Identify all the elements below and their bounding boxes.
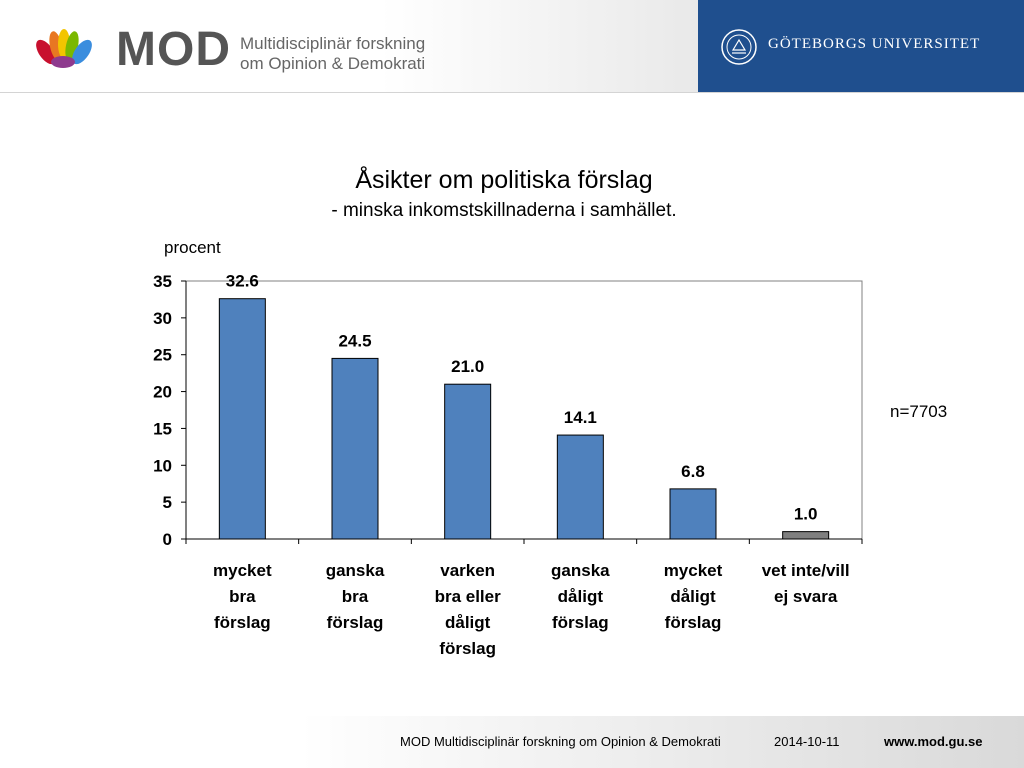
bar (331, 357, 379, 540)
x-category-label-line: förslag (665, 613, 722, 632)
x-category-label-line: förslag (439, 639, 496, 658)
bar-value-label: 21.0 (451, 357, 484, 376)
y-tick-label: 20 (153, 383, 172, 402)
x-category-label-line: förslag (214, 613, 271, 632)
footer-url[interactable]: www.mod.gu.se (884, 734, 983, 749)
footer-date: 2014-10-11 (774, 734, 840, 749)
plot-area (185, 280, 863, 540)
x-category-label-line: dåligt (558, 587, 604, 606)
university-banner: GÖTEBORGS UNIVERSITET (698, 0, 1024, 92)
bar (782, 531, 830, 540)
y-tick-label: 35 (153, 272, 172, 291)
x-category-label: vet inte/vill ej svara (762, 561, 850, 606)
x-category-label: ganska bra förslag (326, 561, 385, 632)
x-category-label-line: dåligt (445, 613, 491, 632)
y-tick-label: 25 (153, 346, 172, 365)
brand-name: MOD (116, 23, 231, 76)
y-tick-label: 15 (153, 419, 172, 438)
y-tick-label: 5 (163, 493, 172, 512)
x-category-label-line: förslag (552, 613, 609, 632)
y-axis-label: procent (164, 238, 221, 257)
university-name: GÖTEBORGS UNIVERSITET (768, 36, 981, 52)
x-category-label: mycket bra förslag (213, 561, 272, 632)
x-category-label: varken bra eller dåligt förslag (435, 561, 502, 658)
bar-value-label: 14.1 (564, 408, 597, 427)
bar-value-label: 32.6 (226, 272, 259, 291)
x-category-label-line: mycket (664, 561, 723, 580)
x-category-label-line: förslag (327, 613, 384, 632)
sample-size-label: n=7703 (890, 402, 948, 421)
bar (444, 383, 492, 540)
x-category-label-line: vet inte/vill (762, 561, 850, 580)
brand-subtitle-line1: Multidisciplinär forskning (240, 34, 426, 53)
bar (669, 488, 717, 540)
bar (218, 298, 266, 540)
brand-subtitle: Multidisciplinär forskning om Opinion & … (240, 34, 425, 74)
x-category-label: ganska dåligt förslag (551, 561, 610, 632)
x-category-label-line: dåligt (670, 587, 716, 606)
x-category-label-line: ganska (326, 561, 385, 580)
brand-subtitle-line2: om Opinion & Demokrati (240, 54, 426, 73)
x-category-label-line: bra (342, 587, 369, 606)
bar-value-label: 6.8 (681, 462, 705, 481)
x-category-label-line: varken (440, 561, 495, 580)
chart-subtitle: - minska inkomstskillnaderna i samhället… (331, 200, 677, 221)
header: MOD Multidisciplinär forskning om Opinio… (0, 0, 1024, 93)
x-category-label-line: ej svara (774, 587, 838, 606)
y-tick-label: 10 (153, 456, 172, 475)
footer-org: MOD Multidisciplinär forskning om Opinio… (400, 734, 721, 749)
x-category-label-line: bra (229, 587, 256, 606)
x-category-label-line: mycket (213, 561, 272, 580)
x-category-label-line: ganska (551, 561, 610, 580)
mod-flower-logo-icon (36, 29, 92, 68)
bar (556, 434, 604, 540)
university-seal-icon (721, 29, 757, 65)
bar-value-label: 24.5 (338, 331, 371, 350)
chart-title: Åsikter om politiska förslag (355, 166, 653, 194)
footer (0, 716, 1024, 768)
y-tick-label: 0 (163, 530, 172, 549)
x-category-label-line: bra eller (435, 587, 502, 606)
bar-value-label: 1.0 (794, 505, 818, 524)
y-tick-label: 30 (153, 309, 172, 328)
x-category-label: mycket dåligt förslag (664, 561, 723, 632)
